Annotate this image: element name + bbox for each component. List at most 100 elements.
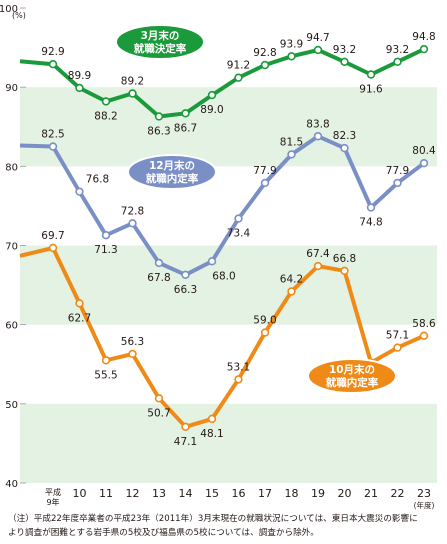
y-tick-label-50: 50 xyxy=(5,400,18,411)
series-line-2 xyxy=(19,245,425,429)
series-1-point-14 xyxy=(419,158,429,168)
x-tick-label-14: 23 xyxy=(417,487,431,500)
x-tick-label-13: 22 xyxy=(391,487,405,500)
series-1-label-13: 77.9 xyxy=(386,165,409,177)
series-0-point-8 xyxy=(260,60,270,70)
series-1-point-12 xyxy=(366,203,376,212)
x-tick-label-1: 10 xyxy=(73,487,87,500)
series-1-point-13 xyxy=(393,178,402,188)
series-2-point-4 xyxy=(154,394,164,403)
series-1-point-0 xyxy=(48,142,58,151)
series-1-label-7: 73.4 xyxy=(227,228,251,240)
legend-badge-label-1: 12月末の就職内定率 xyxy=(146,159,199,185)
series-2-point-8 xyxy=(260,328,270,337)
x-tick-label-4: 13 xyxy=(152,487,166,500)
footnote-line-1: （注）平成22年度卒業者の平成23年（2011年）3月末現在の就職状況については… xyxy=(8,514,418,524)
y-tick-label-80: 80 xyxy=(5,162,18,173)
series-2-label-8: 59.0 xyxy=(253,315,276,327)
x-tick-label-0: 平成 9年 xyxy=(45,487,61,507)
series-2-label-11: 66.8 xyxy=(333,253,356,265)
grid-bands xyxy=(20,87,437,483)
series-0-label-1: 89.9 xyxy=(68,70,91,82)
series-1-point-5 xyxy=(181,270,190,279)
series-2-label-13: 57.1 xyxy=(386,330,409,342)
x-tick-label-8: 17 xyxy=(258,487,272,500)
series-1-label-6: 68.0 xyxy=(212,270,235,282)
series-0-point-7 xyxy=(234,73,243,82)
series-0-point-4 xyxy=(154,112,164,121)
series-0-label-10: 94.7 xyxy=(306,32,329,44)
series-0-point-10 xyxy=(313,45,323,55)
series-2-label-7: 53.1 xyxy=(227,361,250,373)
series-1-point-8 xyxy=(260,178,270,188)
footnote: （注）平成22年度卒業者の平成23年（2011年）3月末現在の就職状況については… xyxy=(8,512,440,540)
series-2-point-14 xyxy=(419,331,429,340)
grid-band-2 xyxy=(20,403,437,483)
series-0-label-5: 86.7 xyxy=(174,122,197,134)
series-2-point-9 xyxy=(287,287,296,296)
series-0: 92.9 89.9 88.2 89.2 86.3 86.789.0 91.292.8 93.9… xyxy=(19,31,436,137)
y-axis: 40 50 60 70 80 90 100(%) xyxy=(0,4,26,490)
series-1-label-0: 82.5 xyxy=(41,129,64,141)
series-layer: 92.9 89.9 88.2 89.2 86.3 86.789.0 91.292.8 93.9… xyxy=(19,31,436,448)
series-0-label-8: 92.8 xyxy=(253,47,276,59)
y-tick-label-100: 100 xyxy=(0,4,18,15)
legend-badge-label-0: 3月末の就職決定率 xyxy=(134,29,187,55)
series-1-point-3 xyxy=(128,219,137,228)
series-1-point-7 xyxy=(234,214,243,223)
series-0-label-11: 93.2 xyxy=(333,44,356,56)
series-1-point-11 xyxy=(340,143,349,153)
series-0-label-7: 91.2 xyxy=(227,60,250,72)
series-1-label-8: 77.9 xyxy=(253,165,276,177)
series-1-label-12: 74.8 xyxy=(359,217,382,229)
series-2-point-7 xyxy=(234,375,243,384)
series-0-label-3: 89.2 xyxy=(121,76,144,88)
series-2-point-5 xyxy=(181,422,190,431)
x-tick-label-12: 21 xyxy=(364,487,378,500)
series-2-point-11 xyxy=(340,266,349,276)
series-2-point-10 xyxy=(313,261,323,271)
series-1-label-10: 83.8 xyxy=(306,118,329,130)
series-0-label-13: 93.2 xyxy=(386,44,409,56)
series-2-label-5: 47.1 xyxy=(174,436,197,448)
series-0-label-14: 94.8 xyxy=(412,31,435,43)
series-2-label-1: 62.7 xyxy=(68,312,91,324)
series-0-label-0: 92.9 xyxy=(41,46,64,58)
series-2-point-1 xyxy=(75,299,84,308)
x-axis: 平成 9年 10 11 12 13 14 15 16 17 18 19 20 21 22 23(年度) xyxy=(45,487,434,510)
series-0-point-2 xyxy=(101,97,111,106)
series-1-label-4: 67.8 xyxy=(147,272,170,284)
legend-badge-1 xyxy=(127,154,217,190)
series-0-point-5 xyxy=(181,109,190,118)
series-0-point-0 xyxy=(48,60,58,69)
series-1-point-4 xyxy=(154,258,164,268)
legend-badges: 3月末の就職決定率 12月末の就職内定率 10月末の就職内定率 xyxy=(115,24,397,394)
series-0-point-12 xyxy=(366,70,376,79)
series-0-point-9 xyxy=(287,52,296,61)
series-0-label-4: 86.3 xyxy=(147,125,170,137)
series-1-point-2 xyxy=(101,231,111,240)
series-2-point-2 xyxy=(101,356,111,365)
x-tick-label-10: 19 xyxy=(311,487,325,500)
series-0-point-1 xyxy=(75,83,84,93)
y-tick-label-60: 60 xyxy=(5,321,18,332)
x-tick-label-9: 18 xyxy=(285,487,299,500)
series-2-label-6: 48.1 xyxy=(200,428,223,440)
series-1-point-10 xyxy=(313,132,323,141)
series-1-point-6 xyxy=(207,257,217,266)
x-tick-label-5: 14 xyxy=(179,487,193,500)
series-1-label-11: 82.3 xyxy=(333,130,356,142)
series-2-label-4: 50.7 xyxy=(147,407,170,419)
series-0-point-11 xyxy=(340,57,349,67)
series-1-label-14: 80.4 xyxy=(412,145,436,157)
legend-badge-0 xyxy=(115,24,205,60)
series-0-label-9: 93.9 xyxy=(280,38,303,50)
legend-badge-2 xyxy=(307,358,397,394)
series-2-label-3: 56.3 xyxy=(121,336,144,348)
y-tick-label-70: 70 xyxy=(5,242,18,253)
series-2-point-6 xyxy=(207,414,217,424)
series-2-point-13 xyxy=(393,343,402,352)
y-unit-label: (%) xyxy=(12,11,26,20)
x-tick-label-11: 20 xyxy=(338,487,352,500)
